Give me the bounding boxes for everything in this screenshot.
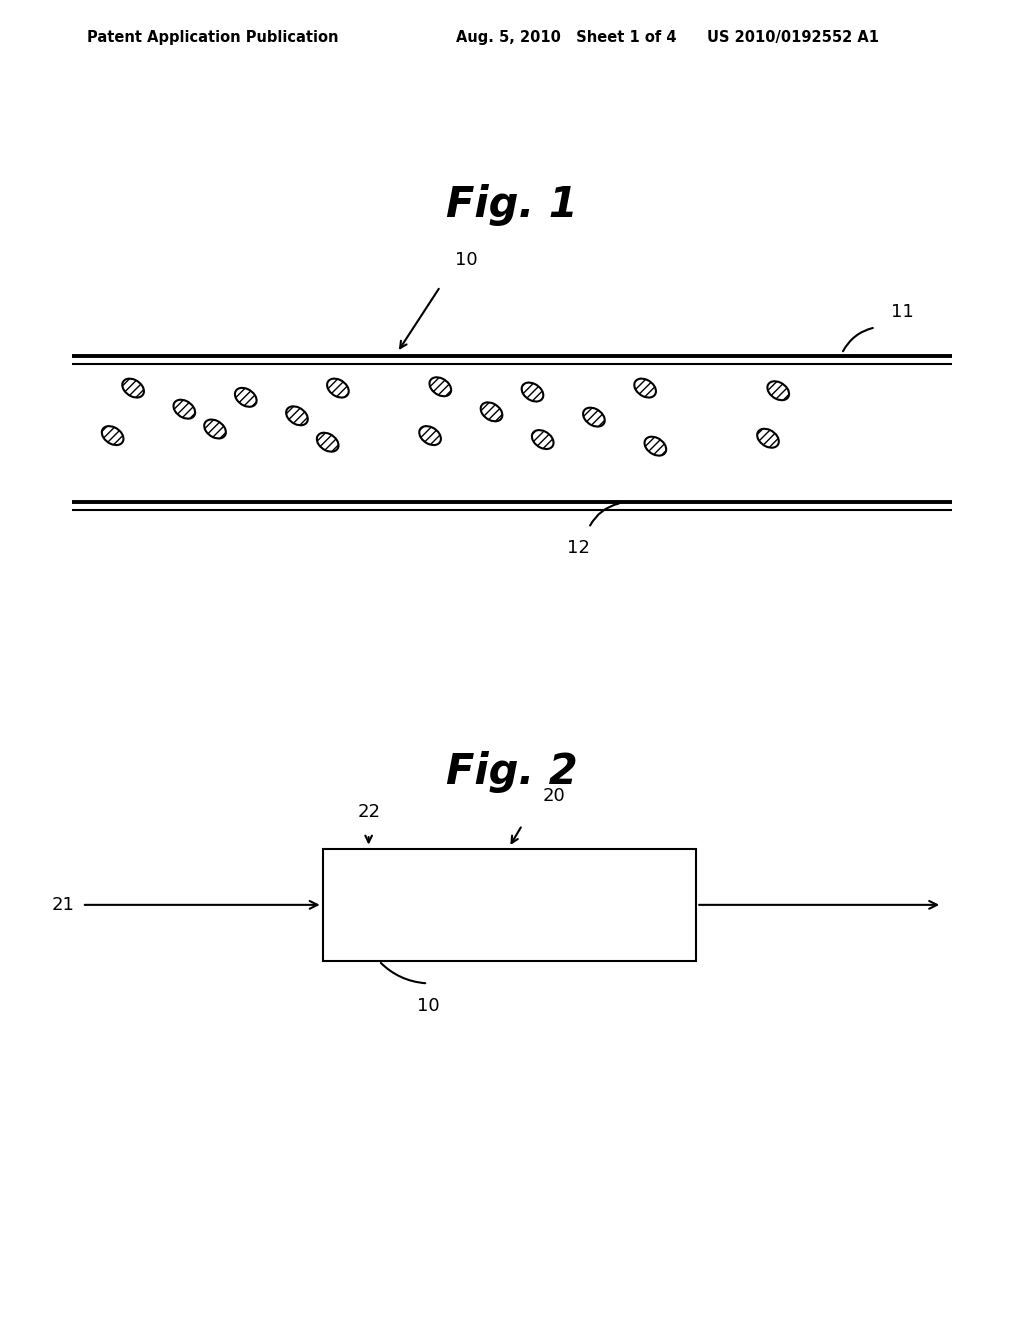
Ellipse shape bbox=[286, 407, 308, 425]
Ellipse shape bbox=[583, 408, 605, 426]
Ellipse shape bbox=[234, 388, 257, 407]
Text: 22: 22 bbox=[357, 803, 380, 821]
Text: 11: 11 bbox=[891, 302, 913, 321]
Text: 10: 10 bbox=[455, 251, 477, 269]
Ellipse shape bbox=[531, 430, 554, 449]
Ellipse shape bbox=[521, 383, 544, 401]
Ellipse shape bbox=[101, 426, 124, 445]
Text: 12: 12 bbox=[567, 539, 590, 557]
Ellipse shape bbox=[122, 379, 144, 397]
Ellipse shape bbox=[173, 400, 196, 418]
Ellipse shape bbox=[204, 420, 226, 438]
Text: 10: 10 bbox=[417, 997, 439, 1015]
Ellipse shape bbox=[767, 381, 790, 400]
Ellipse shape bbox=[419, 426, 441, 445]
Text: Fig. 1: Fig. 1 bbox=[446, 183, 578, 226]
Ellipse shape bbox=[634, 379, 656, 397]
Text: 21: 21 bbox=[52, 896, 75, 913]
Text: Aug. 5, 2010   Sheet 1 of 4: Aug. 5, 2010 Sheet 1 of 4 bbox=[456, 30, 676, 45]
Ellipse shape bbox=[429, 378, 452, 396]
Text: Fig. 2: Fig. 2 bbox=[446, 751, 578, 793]
Text: 20: 20 bbox=[543, 787, 565, 805]
Bar bbox=[323, 849, 696, 961]
Ellipse shape bbox=[480, 403, 503, 421]
Ellipse shape bbox=[327, 379, 349, 397]
Ellipse shape bbox=[757, 429, 779, 447]
Text: Patent Application Publication: Patent Application Publication bbox=[87, 30, 339, 45]
Ellipse shape bbox=[316, 433, 339, 451]
Text: US 2010/0192552 A1: US 2010/0192552 A1 bbox=[707, 30, 879, 45]
Ellipse shape bbox=[644, 437, 667, 455]
